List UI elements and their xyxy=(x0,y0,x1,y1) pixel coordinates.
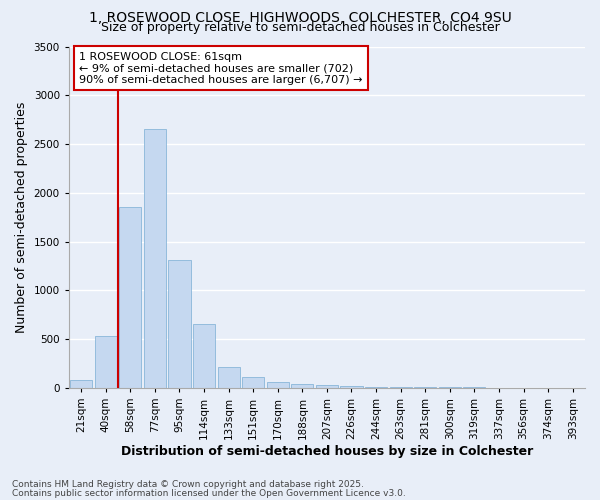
Bar xyxy=(144,130,166,388)
X-axis label: Distribution of semi-detached houses by size in Colchester: Distribution of semi-detached houses by … xyxy=(121,444,533,458)
Text: 1 ROSEWOOD CLOSE: 61sqm
← 9% of semi-detached houses are smaller (702)
90% of se: 1 ROSEWOOD CLOSE: 61sqm ← 9% of semi-det… xyxy=(79,52,362,85)
Bar xyxy=(193,324,215,388)
Text: Size of property relative to semi-detached houses in Colchester: Size of property relative to semi-detach… xyxy=(101,22,499,35)
Text: 1, ROSEWOOD CLOSE, HIGHWOODS, COLCHESTER, CO4 9SU: 1, ROSEWOOD CLOSE, HIGHWOODS, COLCHESTER… xyxy=(89,11,511,25)
Bar xyxy=(389,387,412,388)
Bar xyxy=(316,385,338,388)
Bar xyxy=(70,380,92,388)
Bar xyxy=(340,386,362,388)
Bar xyxy=(119,208,142,388)
Bar xyxy=(218,368,239,388)
Bar xyxy=(365,386,387,388)
Bar xyxy=(266,382,289,388)
Text: Contains HM Land Registry data © Crown copyright and database right 2025.: Contains HM Land Registry data © Crown c… xyxy=(12,480,364,489)
Bar xyxy=(291,384,313,388)
Y-axis label: Number of semi-detached properties: Number of semi-detached properties xyxy=(15,102,28,333)
Bar xyxy=(242,377,264,388)
Bar xyxy=(95,336,117,388)
Text: Contains public sector information licensed under the Open Government Licence v3: Contains public sector information licen… xyxy=(12,488,406,498)
Bar xyxy=(169,260,191,388)
